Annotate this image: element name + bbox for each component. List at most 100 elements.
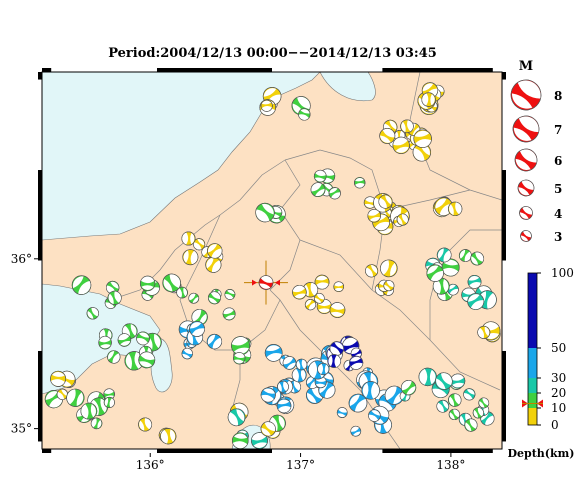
frame-bar (502, 170, 506, 261)
depth-tick-label: 0 (551, 418, 559, 432)
focal-mechanism-marker (176, 286, 188, 299)
focal-mechanism-marker (436, 247, 452, 263)
focal-mechanism-marker (139, 275, 156, 292)
depth-band (528, 408, 537, 425)
focal-mechanism-marker (90, 417, 103, 430)
focal-mechanism-marker (98, 335, 112, 350)
focal-mechanism-marker (426, 264, 444, 282)
focal-mechanism-marker (314, 274, 330, 290)
depth-tick-label: 10 (551, 401, 566, 415)
focal-mechanism-marker (260, 387, 276, 403)
focal-mechanism-marker (367, 209, 381, 223)
prefecture-border (284, 149, 386, 291)
focal-mechanism-marker (317, 362, 330, 376)
magnitude-legend-label: 7 (554, 123, 562, 137)
focal-mechanism-marker (314, 293, 325, 304)
focal-mechanism-marker (107, 290, 122, 305)
frame-bar (42, 449, 52, 453)
focal-mechanism-marker (103, 396, 115, 409)
frame-bar (38, 170, 42, 261)
focal-mechanism-marker (162, 273, 181, 293)
focal-mechanism-marker (207, 243, 223, 259)
focal-mechanism-marker (327, 354, 342, 368)
focal-mechanism-marker (71, 275, 92, 295)
focal-mechanism-marker (66, 388, 85, 407)
focal-mechanism-marker (255, 202, 275, 223)
focal-mechanism-marker (441, 258, 460, 277)
focal-mechanism-marker (448, 393, 462, 407)
focal-mechanism-marker (231, 336, 251, 356)
focal-mechanism-marker (329, 341, 345, 356)
focal-mechanism-marker (379, 128, 396, 144)
map-frame (38, 68, 506, 453)
focal-mechanism-marker (348, 393, 368, 413)
focal-mechanism-marker (436, 399, 450, 413)
focal-mechanism-marker (400, 380, 417, 396)
magnitude-legend-symbol (519, 206, 533, 220)
depth-band (528, 378, 537, 393)
focal-mechanism-marker (399, 390, 411, 402)
focal-mechanism-marker (336, 407, 348, 418)
focal-mechanism-marker (329, 302, 346, 318)
mainshock-arrow (274, 279, 280, 286)
depth-band (528, 393, 537, 408)
x-tick-label: 136° (136, 458, 165, 472)
focal-mechanism-marker (349, 355, 364, 370)
focal-mechanism-marker (264, 343, 283, 362)
focal-mechanism-marker (50, 370, 67, 387)
magnitude-legend-label: 4 (554, 207, 562, 221)
focal-mechanism-marker (138, 351, 156, 369)
magnitude-legend-symbol (512, 115, 540, 143)
magnitude-legend-title: M (519, 59, 533, 74)
magnitude-legend-label: 3 (554, 230, 562, 244)
focal-mechanism-marker (181, 231, 196, 246)
y-tick-label: 35° (11, 422, 32, 436)
frame-bar (157, 68, 272, 72)
magnitude-legend-symbol (520, 230, 532, 242)
focal-mechanism-marker (310, 182, 326, 198)
depth-band (528, 273, 537, 348)
prefecture-border (409, 72, 502, 201)
focal-mechanism-marker (467, 274, 482, 289)
focal-mechanism-marker (260, 99, 273, 112)
focal-mechanism-marker (400, 119, 414, 134)
focal-mechanism-marker (292, 284, 307, 300)
focal-mechanism-marker (354, 177, 366, 189)
earthquake-events (44, 82, 501, 449)
prefecture-border (299, 239, 373, 291)
focal-mechanism-marker (233, 352, 246, 365)
focal-mechanism-marker (136, 331, 150, 346)
focal-mechanism-marker (313, 169, 327, 183)
focal-mechanism-marker (189, 321, 205, 337)
frame-bar (382, 68, 493, 72)
focal-mechanism-marker (464, 418, 478, 432)
focal-mechanism-marker (378, 194, 393, 209)
depth-scale-title: Depth(km) (508, 447, 575, 460)
prefecture-border (239, 289, 281, 351)
focal-mechanism-marker (231, 432, 249, 449)
focal-mechanism-marker (365, 264, 379, 278)
prefecture-border (329, 359, 401, 449)
frame-bar (382, 449, 493, 453)
frame-bar (42, 68, 52, 72)
magnitude-legend-label: 6 (554, 154, 562, 168)
focal-mechanism-marker (182, 249, 199, 266)
focal-mechanism-marker (392, 136, 410, 154)
magnitude-legend-symbol (510, 79, 542, 111)
magnitude-legend-symbol (517, 179, 535, 197)
focal-mechanism-marker (181, 347, 193, 360)
map-plot: 136° 137° 138° 36° 35° (11, 68, 506, 472)
focal-mechanism-marker (107, 350, 121, 364)
y-tick-label: 36° (11, 252, 32, 266)
focal-mechanism-marker (448, 408, 460, 421)
focal-mechanism-marker (224, 289, 236, 300)
focal-mechanism-marker (206, 333, 223, 350)
depth-tick-label: 50 (551, 341, 566, 355)
focal-mechanism-marker (304, 299, 317, 311)
map-body (42, 72, 502, 449)
focal-mechanism-marker (188, 292, 200, 304)
focal-mechanism-marker (447, 283, 459, 296)
focal-mechanism-marker (160, 428, 177, 445)
focal-mechanism-marker (384, 385, 404, 405)
